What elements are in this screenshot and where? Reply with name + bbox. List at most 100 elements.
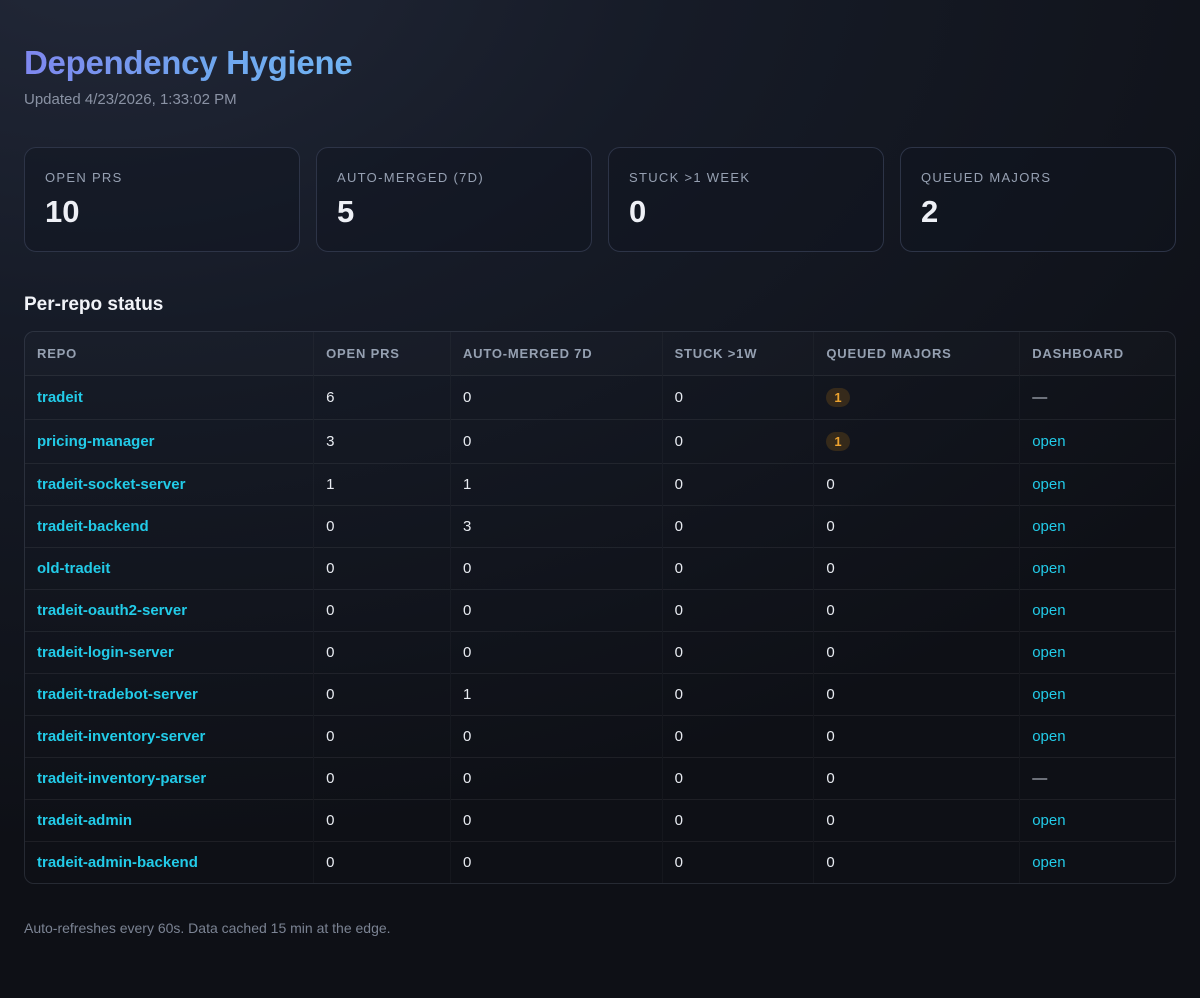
stuck-1w-cell: 0 <box>662 505 814 548</box>
column-header-auto-merged-7d: AUTO-MERGED 7D <box>450 332 662 376</box>
auto-merged-7d-cell: 0 <box>450 631 663 674</box>
updated-timestamp: Updated 4/23/2026, 1:33:02 PM <box>24 91 237 108</box>
open-prs-cell: 0 <box>313 799 451 842</box>
repo-link[interactable]: tradeit-socket-server <box>37 476 186 493</box>
stat-label: QUEUED MAJORS <box>921 170 1052 185</box>
stuck-1w-cell: 0 <box>662 841 814 883</box>
stat-card-stuck: STUCK >1 WEEK 0 <box>608 147 884 252</box>
dashboard-link[interactable]: open <box>1032 433 1066 450</box>
open-prs-cell: 0 <box>313 505 451 548</box>
dashboard-cell: open <box>1019 799 1175 842</box>
open-prs-cell: 0 <box>313 589 451 632</box>
queued-majors-value: 0 <box>826 602 835 619</box>
queued-majors-cell: 0 <box>813 715 1020 758</box>
repo-link[interactable]: tradeit-login-server <box>37 644 174 661</box>
table-header-row: REPO OPEN PRS AUTO-MERGED 7D STUCK >1W Q… <box>25 332 1175 376</box>
queued-majors-cell: 0 <box>813 631 1020 674</box>
dashboard-link[interactable]: open <box>1032 560 1066 577</box>
dashboard-link[interactable]: open <box>1032 644 1066 661</box>
repo-link[interactable]: old-tradeit <box>37 560 111 577</box>
page-title: Dependency Hygiene <box>24 44 353 81</box>
column-header-open-prs: OPEN PRS <box>314 332 451 376</box>
repo-link[interactable]: tradeit-admin-backend <box>37 854 198 871</box>
stuck-1w-cell: 0 <box>662 589 814 632</box>
stuck-1w-cell: 0 <box>662 757 814 800</box>
open-prs-cell: 0 <box>313 547 451 590</box>
queued-majors-cell: 0 <box>813 547 1020 590</box>
column-header-dashboard: DASHBOARD <box>1020 332 1175 376</box>
auto-merged-7d-cell: 0 <box>450 715 663 758</box>
repo-link[interactable]: tradeit-backend <box>37 518 149 535</box>
stat-value: 2 <box>921 194 939 229</box>
auto-merged-7d-cell: 0 <box>450 375 663 420</box>
dashboard-link[interactable]: open <box>1032 812 1066 829</box>
stat-card-queued-majors: QUEUED MAJORS 2 <box>900 147 1176 252</box>
stuck-1w-cell: 0 <box>662 547 814 590</box>
stat-label: OPEN PRS <box>45 170 123 185</box>
open-prs-cell: 6 <box>313 375 451 420</box>
open-prs-cell: 3 <box>313 419 451 464</box>
queued-majors-cell: 1 <box>813 375 1020 420</box>
table-row: tradeit 6 0 0 1 — <box>25 375 1175 420</box>
repo-link[interactable]: tradeit-inventory-parser <box>37 770 207 787</box>
dashboard-cell: open <box>1019 673 1175 716</box>
table-row: tradeit-socket-server 1 1 0 0 open <box>25 463 1175 506</box>
repo-link[interactable]: tradeit-admin <box>37 812 133 829</box>
auto-merged-7d-cell: 0 <box>450 419 663 464</box>
stat-card-auto-merged: AUTO-MERGED (7D) 5 <box>316 147 592 252</box>
section-title-per-repo-status: Per-repo status <box>24 294 164 315</box>
queued-majors-cell: 0 <box>813 757 1020 800</box>
open-prs-cell: 0 <box>313 841 451 883</box>
dashboard-link[interactable]: open <box>1032 602 1066 619</box>
queued-majors-value: 0 <box>826 644 835 661</box>
stuck-1w-cell: 0 <box>662 631 814 674</box>
dashboard-cell: open <box>1019 631 1175 674</box>
queued-majors-value: 0 <box>826 812 835 829</box>
auto-merged-7d-cell: 3 <box>450 505 663 548</box>
repo-link[interactable]: tradeit-oauth2-server <box>37 602 188 619</box>
dashboard-none: — <box>1032 770 1048 787</box>
table-row: tradeit-inventory-parser 0 0 0 0 — <box>25 757 1175 800</box>
stuck-1w-cell: 0 <box>662 463 814 506</box>
queued-majors-cell: 0 <box>813 589 1020 632</box>
dashboard-link[interactable]: open <box>1032 854 1066 871</box>
queued-majors-value: 1 <box>826 388 850 407</box>
repo-link[interactable]: tradeit-tradebot-server <box>37 686 198 703</box>
queued-majors-cell: 1 <box>813 419 1020 464</box>
stat-card-open-prs: OPEN PRS 10 <box>24 147 300 252</box>
table-row: tradeit-admin-backend 0 0 0 0 open <box>25 841 1175 883</box>
repo-link[interactable]: pricing-manager <box>37 433 155 450</box>
dashboard-cell: — <box>1019 757 1175 800</box>
stat-cards-row: OPEN PRS 10 AUTO-MERGED (7D) 5 STUCK >1 … <box>24 147 1176 252</box>
queued-majors-cell: 0 <box>813 799 1020 842</box>
stat-value: 10 <box>45 194 80 229</box>
queued-majors-value: 0 <box>826 728 835 745</box>
dashboard-link[interactable]: open <box>1032 518 1066 535</box>
open-prs-cell: 1 <box>313 463 451 506</box>
repo-status-table: REPO OPEN PRS AUTO-MERGED 7D STUCK >1W Q… <box>25 332 1175 883</box>
queued-majors-cell: 0 <box>813 463 1020 506</box>
repo-link[interactable]: tradeit-inventory-server <box>37 728 206 745</box>
dashboard-cell: open <box>1019 715 1175 758</box>
table-row: old-tradeit 0 0 0 0 open <box>25 547 1175 590</box>
queued-majors-value: 0 <box>826 854 835 871</box>
column-header-stuck-1w: STUCK >1W <box>662 332 814 376</box>
queued-majors-value: 0 <box>826 560 835 577</box>
queued-majors-value: 1 <box>826 432 850 451</box>
stuck-1w-cell: 0 <box>662 673 814 716</box>
queued-majors-value: 0 <box>826 476 835 493</box>
open-prs-cell: 0 <box>313 673 451 716</box>
dashboard-link[interactable]: open <box>1032 476 1066 493</box>
repo-link[interactable]: tradeit <box>37 389 83 406</box>
table-row: tradeit-inventory-server 0 0 0 0 open <box>25 715 1175 758</box>
dashboard-link[interactable]: open <box>1032 686 1066 703</box>
table-row: pricing-manager 3 0 0 1 open <box>25 419 1175 464</box>
dashboard-cell: open <box>1019 505 1175 548</box>
table-row: tradeit-oauth2-server 0 0 0 0 open <box>25 589 1175 632</box>
stat-value: 5 <box>337 194 355 229</box>
auto-merged-7d-cell: 0 <box>450 757 663 800</box>
footer-note: Auto-refreshes every 60s. Data cached 15… <box>24 920 391 936</box>
dashboard-link[interactable]: open <box>1032 728 1066 745</box>
dashboard-page: Dependency Hygiene Updated 4/23/2026, 1:… <box>24 44 1176 936</box>
table-row: tradeit-admin 0 0 0 0 open <box>25 799 1175 842</box>
